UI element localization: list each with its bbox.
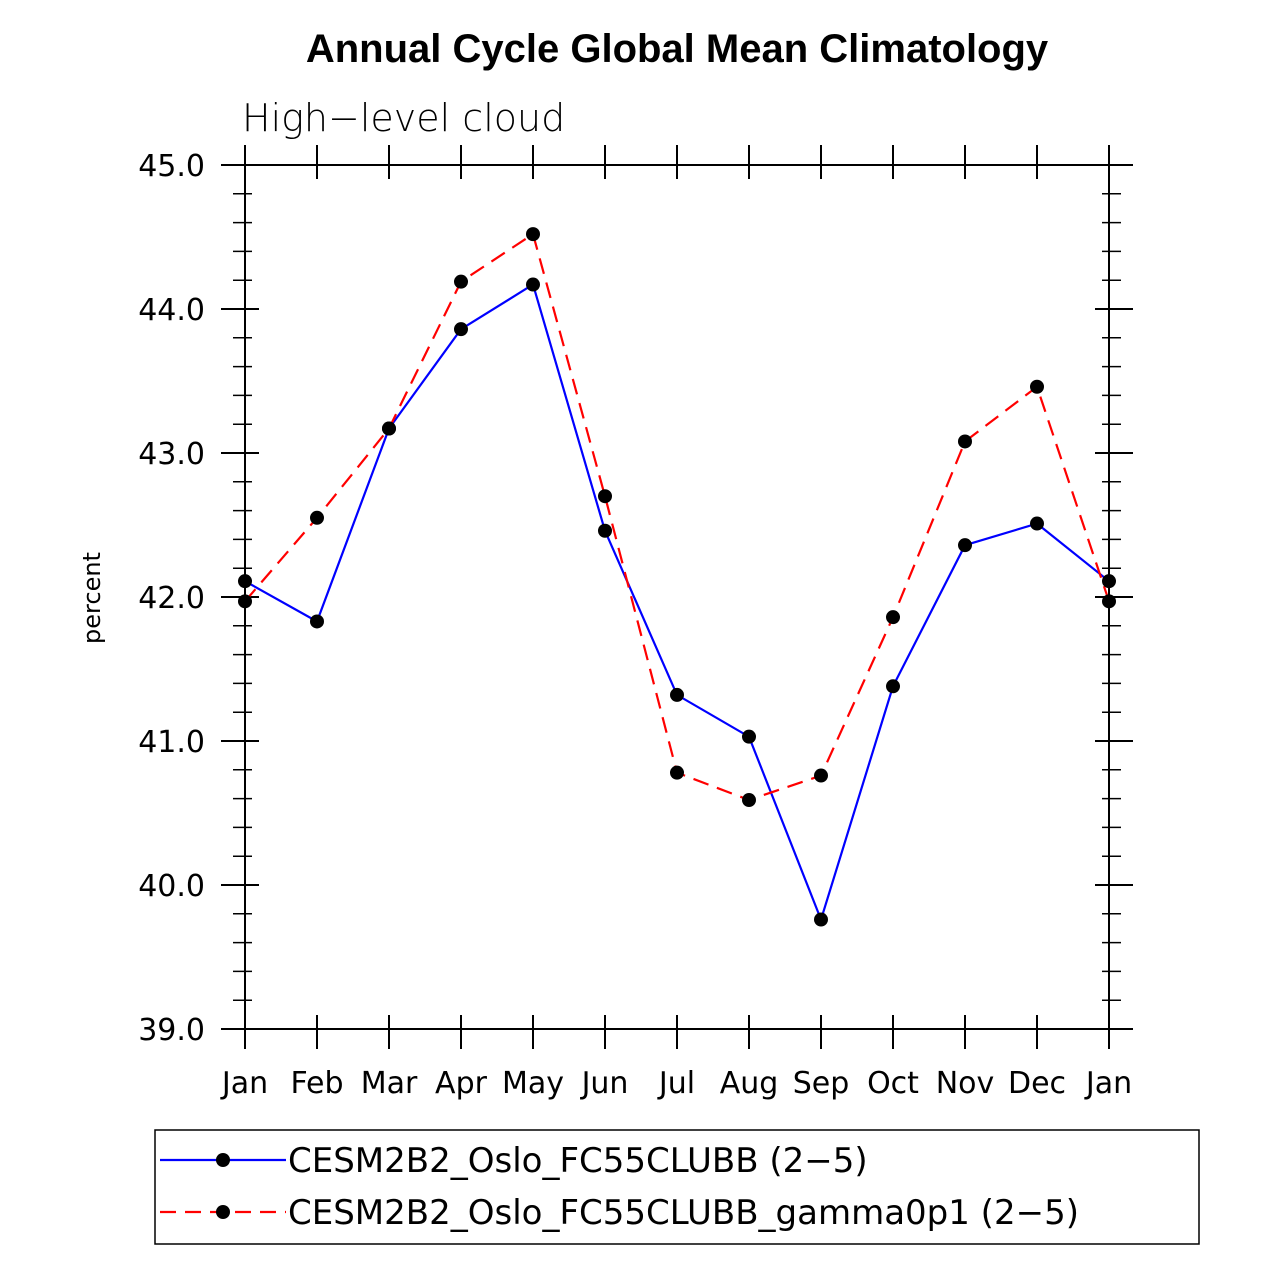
data-point-s1-6: [598, 523, 612, 538]
plot-frame: [244, 164, 1110, 1030]
x-tick-label: Jul: [657, 1066, 695, 1101]
data-point-s1-8: [742, 729, 756, 744]
x-tick-label: Aug: [720, 1066, 779, 1101]
data-point-s1-10: [886, 679, 900, 694]
data-point-s1-13: [1102, 574, 1116, 589]
x-tick-label: Dec: [1008, 1066, 1066, 1101]
x-tick-label: Jan: [1084, 1066, 1132, 1101]
series-line-1: [244, 282, 1110, 923]
y-tick-label: 44.0: [138, 293, 205, 328]
series-line-2: [244, 232, 1111, 802]
data-point-s1-7: [670, 687, 684, 702]
legend-label-1: CESM2B2_Oslo_FC55CLUBB (2−5): [288, 1141, 868, 1181]
x-tick-label: Oct: [867, 1066, 919, 1101]
data-point-s2-13: [1102, 594, 1116, 609]
data-point-s2-8: [742, 793, 756, 808]
y-tick-label: 43.0: [138, 437, 205, 472]
data-point-s2-1: [238, 594, 252, 609]
data-point-s2-11: [958, 434, 972, 449]
data-point-s1-4: [454, 322, 468, 337]
x-tick-label: Nov: [936, 1066, 995, 1101]
x-tick-label: Jan: [220, 1066, 268, 1101]
x-tick-label: Apr: [435, 1066, 488, 1101]
legend: CESM2B2_Oslo_FC55CLUBB (2−5) CESM2B2_Oslo…: [160, 1141, 1079, 1233]
legend-label-2: CESM2B2_Oslo_FC55CLUBB_gamma0p1 (2−5): [288, 1193, 1079, 1233]
x-tick-label: Sep: [793, 1066, 850, 1101]
data-point-s2-6: [598, 489, 612, 504]
y-tick-label: 39.0: [138, 1013, 205, 1048]
y-tick-label: 40.0: [138, 869, 205, 904]
x-tick-label: Jun: [580, 1066, 629, 1101]
data-point-s2-9: [814, 768, 828, 783]
axes: Jan Feb Mar Apr May Jun Jul Aug Sep Oct Nov Dec Jan 3…: [138, 145, 1133, 1101]
data-point-s1-2: [310, 614, 324, 629]
data-point-s1-11: [958, 538, 972, 553]
data-point-s2-12: [1030, 379, 1044, 394]
chart-title: Annual Cycle Global Mean Climatology: [306, 27, 1049, 71]
legend-marker-1: [216, 1153, 230, 1167]
x-tick-label: Mar: [361, 1066, 418, 1101]
data-point-s2-10: [886, 610, 900, 625]
data-point-s2-7: [670, 765, 684, 780]
legend-marker-2: [216, 1205, 230, 1219]
legend-box: [154, 1129, 1200, 1245]
data-point-s2-2: [310, 510, 324, 525]
data-point-s1-5: [526, 277, 540, 292]
data-point-s2-3: [382, 421, 396, 436]
y-tick-label: 45.0: [138, 149, 205, 184]
data-point-s1-12: [1030, 516, 1044, 531]
data-point-s2-5: [526, 227, 540, 242]
y-tick-label: 42.0: [138, 581, 205, 616]
series-layer: [238, 227, 1116, 927]
data-point-s1-9: [814, 912, 828, 927]
x-tick-label: Feb: [290, 1066, 343, 1101]
y-tick-label: 41.0: [138, 725, 205, 760]
data-point-s1-1: [238, 574, 252, 589]
data-point-s2-4: [454, 274, 468, 289]
y-axis-label: percent: [78, 552, 106, 644]
chart-subtitle: High−level cloud: [242, 96, 565, 140]
x-tick-label: May: [502, 1066, 564, 1101]
